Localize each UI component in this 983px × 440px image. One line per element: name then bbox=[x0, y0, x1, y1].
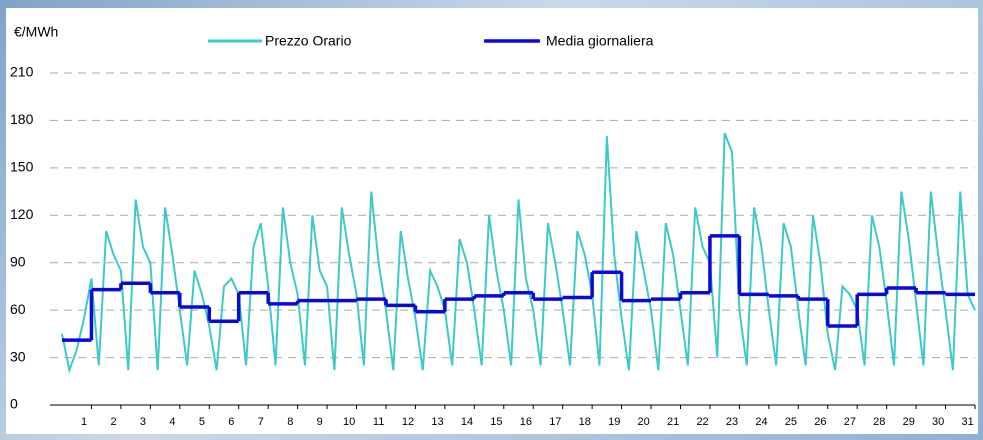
x-tick-label: 25 bbox=[785, 416, 797, 428]
x-tick-label: 15 bbox=[490, 416, 502, 428]
x-tick-label: 10 bbox=[343, 416, 355, 428]
plot-panel bbox=[6, 8, 978, 434]
x-tick-label: 28 bbox=[873, 416, 885, 428]
x-tick-label: 16 bbox=[520, 416, 532, 428]
x-tick-label: 4 bbox=[169, 416, 175, 428]
x-tick-label: 26 bbox=[814, 416, 826, 428]
x-tick-label: 14 bbox=[461, 416, 473, 428]
x-tick-label: 1 bbox=[81, 416, 87, 428]
y-tick-label: 120 bbox=[10, 206, 34, 222]
x-tick-label: 27 bbox=[844, 416, 856, 428]
x-tick-label: 7 bbox=[258, 416, 264, 428]
legend-label: Media giornaliera bbox=[546, 33, 654, 49]
x-tick-label: 17 bbox=[549, 416, 561, 428]
y-tick-label: 210 bbox=[10, 64, 34, 80]
y-tick-label: 90 bbox=[10, 253, 26, 269]
x-tick-label: 31 bbox=[962, 416, 974, 428]
y-tick-label: 30 bbox=[10, 348, 26, 364]
x-tick-label: 29 bbox=[903, 416, 915, 428]
y-tick-label: 150 bbox=[10, 159, 34, 175]
x-tick-label: 21 bbox=[667, 416, 679, 428]
x-tick-label: 2 bbox=[110, 416, 116, 428]
x-tick-label: 3 bbox=[140, 416, 146, 428]
x-tick-label: 20 bbox=[638, 416, 650, 428]
x-tick-label: 18 bbox=[579, 416, 591, 428]
y-tick-label: 180 bbox=[10, 111, 34, 127]
x-tick-label: 8 bbox=[287, 416, 293, 428]
x-tick-label: 19 bbox=[608, 416, 620, 428]
y-tick-label: 60 bbox=[10, 301, 26, 317]
x-tick-label: 9 bbox=[317, 416, 323, 428]
y-axis-label: €/MWh bbox=[14, 24, 58, 40]
y-tick-label: 0 bbox=[10, 396, 18, 412]
x-tick-label: 12 bbox=[402, 416, 414, 428]
x-tick-label: 11 bbox=[373, 416, 384, 428]
x-tick-label: 24 bbox=[755, 416, 767, 428]
x-tick-label: 6 bbox=[228, 416, 234, 428]
x-tick-label: 23 bbox=[726, 416, 738, 428]
x-tick-label: 13 bbox=[431, 416, 443, 428]
x-tick-label: 30 bbox=[932, 416, 944, 428]
x-tick-label: 22 bbox=[696, 416, 708, 428]
price-line bbox=[61, 132, 976, 374]
x-tick-label: 5 bbox=[199, 416, 205, 428]
legend-label: Prezzo Orario bbox=[265, 33, 352, 49]
